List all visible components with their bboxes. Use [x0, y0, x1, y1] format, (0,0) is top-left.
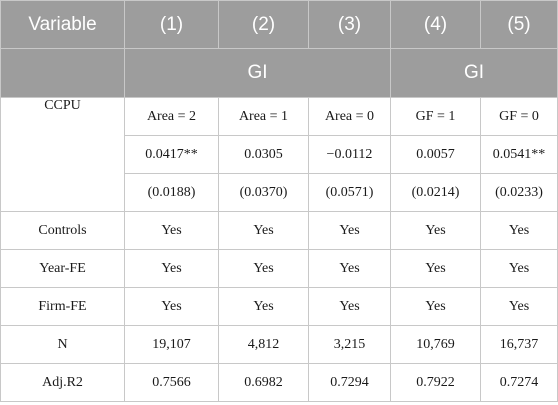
table-cell: 0.6982 — [218, 363, 309, 402]
condition-cell: Area = 1 — [218, 97, 309, 136]
column-header-5: (5) — [480, 0, 558, 49]
variable-header: Variable — [0, 0, 125, 49]
table-row-ccpu-condition: CCPU Area = 2 Area = 1 Area = 0 GF = 1 G… — [0, 97, 558, 212]
std-error-cell: (0.0370) — [218, 173, 309, 212]
table-row-n: N 19,107 4,812 3,215 10,769 16,737 — [0, 325, 558, 364]
std-error-cell: (0.0571) — [308, 173, 391, 212]
table-cell: Yes — [218, 249, 309, 288]
table-cell: 0.7274 — [480, 363, 558, 402]
table-cell: Yes — [308, 249, 391, 288]
table-cell: Yes — [124, 249, 219, 288]
variable-header-blank — [0, 48, 125, 98]
table-row-adj-r2: Adj.R2 0.7566 0.6982 0.7294 0.7922 0.727… — [0, 363, 558, 402]
table-row-controls: Controls Yes Yes Yes Yes Yes — [0, 211, 558, 250]
table-row-firm-fe: Firm-FE Yes Yes Yes Yes Yes — [0, 287, 558, 326]
condition-cell: GF = 1 — [390, 97, 481, 136]
std-error-cell: (0.0188) — [124, 173, 219, 212]
table-cell: 4,812 — [218, 325, 309, 364]
table-row-ccpu-std-error: (0.0188) (0.0370) (0.0571) (0.0214) (0.0… — [1, 173, 558, 212]
table-cell: Yes — [218, 211, 309, 250]
row-label-firm-fe: Firm-FE — [0, 287, 125, 326]
table-cell: 3,215 — [308, 325, 391, 364]
column-header-4: (4) — [390, 0, 481, 49]
table-cell: 19,107 — [124, 325, 219, 364]
column-header-3: (3) — [308, 0, 391, 49]
table-cell: 0.7566 — [124, 363, 219, 402]
table-cell: Yes — [308, 287, 391, 326]
coefficient-cell: 0.0057 — [390, 135, 481, 174]
table-cell: Yes — [480, 211, 558, 250]
group-header-gi-gf: GI — [390, 48, 558, 98]
coefficient-cell: 0.0417** — [124, 135, 219, 174]
row-label-ccpu: CCPU — [0, 97, 125, 212]
std-error-cell: (0.0233) — [480, 173, 558, 212]
table-cell: Yes — [480, 249, 558, 288]
table-cell: Yes — [218, 287, 309, 326]
column-header-1: (1) — [124, 0, 219, 49]
table-cell: 0.7294 — [308, 363, 391, 402]
table-row-year-fe: Year-FE Yes Yes Yes Yes Yes — [0, 249, 558, 288]
table-cell: 10,769 — [390, 325, 481, 364]
row-label-controls: Controls — [0, 211, 125, 250]
table-cell: 0.7922 — [390, 363, 481, 402]
condition-cell: Area = 0 — [308, 97, 391, 136]
condition-cell: GF = 0 — [480, 97, 558, 136]
coefficient-cell: −0.0112 — [308, 135, 391, 174]
row-label-n: N — [0, 325, 125, 364]
coefficient-cell: 0.0541** — [480, 135, 558, 174]
table-row-ccpu-coefficient: 0.0417** 0.0305 −0.0112 0.0057 0.0541** — [1, 135, 558, 174]
table-body: CCPU Area = 2 Area = 1 Area = 0 GF = 1 G… — [0, 97, 558, 402]
table-cell: Yes — [390, 249, 481, 288]
table-cell: Yes — [390, 287, 481, 326]
table-cell: Yes — [308, 211, 391, 250]
table-cell: Yes — [480, 287, 558, 326]
condition-cell: Area = 2 — [124, 97, 219, 136]
group-header-gi-area: GI — [124, 48, 391, 98]
std-error-cell: (0.0214) — [390, 173, 481, 212]
table-cell: Yes — [124, 287, 219, 326]
table-cell: Yes — [390, 211, 481, 250]
column-header-2: (2) — [218, 0, 309, 49]
table-header: Variable (1) (2) (3) (4) (5) GI GI — [0, 0, 558, 98]
row-label-adj-r2: Adj.R2 — [0, 363, 125, 402]
row-label-year-fe: Year-FE — [0, 249, 125, 288]
coefficient-cell: 0.0305 — [218, 135, 309, 174]
table-cell: 16,737 — [480, 325, 558, 364]
table-cell: Yes — [124, 211, 219, 250]
